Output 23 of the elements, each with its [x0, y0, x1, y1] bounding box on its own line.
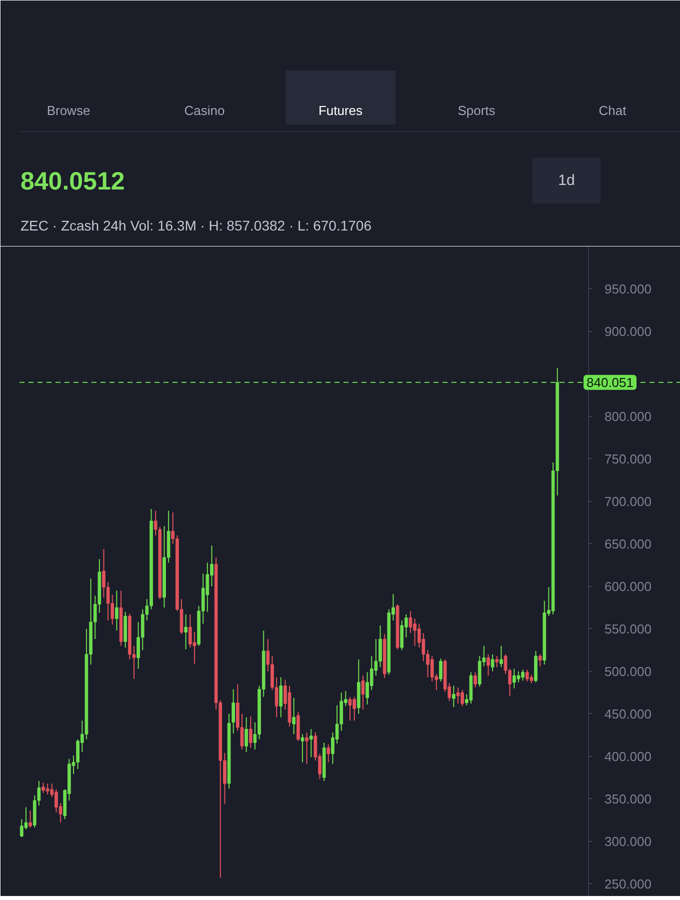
y-tick-label: 250.000	[604, 876, 652, 892]
text: 1d	[558, 172, 575, 189]
y-tick-label: 950.000	[604, 281, 652, 296]
text: Futures	[318, 103, 364, 118]
y-tick-label: 800.000	[604, 408, 652, 424]
y-tick-label: 300.000	[604, 834, 652, 849]
text: Sports	[458, 103, 496, 118]
chart-title: 840.0512	[20, 168, 125, 196]
y-tick-label: 400.000	[604, 748, 652, 764]
y-tick-label: 550.000	[604, 621, 652, 636]
y-tick-label: 900.000	[604, 324, 652, 339]
y-tick-label: 500.000	[604, 664, 652, 679]
chart-subtitle: ZEC · Zcash 24h Vol: 16.3M · H: 857.0382 · L: 670.1706	[20, 218, 372, 234]
text: Chat	[598, 103, 627, 118]
y-tick-label: 350.000	[604, 791, 652, 806]
text: Casino	[184, 103, 225, 118]
y-tick-label: 600.000	[604, 578, 652, 594]
y-tick-label: 650.000	[604, 536, 652, 552]
y-tick-label: 700.000	[604, 494, 652, 509]
y-tick-label: 750.000	[604, 451, 652, 466]
text: Browse	[46, 103, 90, 118]
ref-line-label: 840.051	[586, 374, 634, 390]
y-tick-label: 450.000	[604, 706, 652, 722]
